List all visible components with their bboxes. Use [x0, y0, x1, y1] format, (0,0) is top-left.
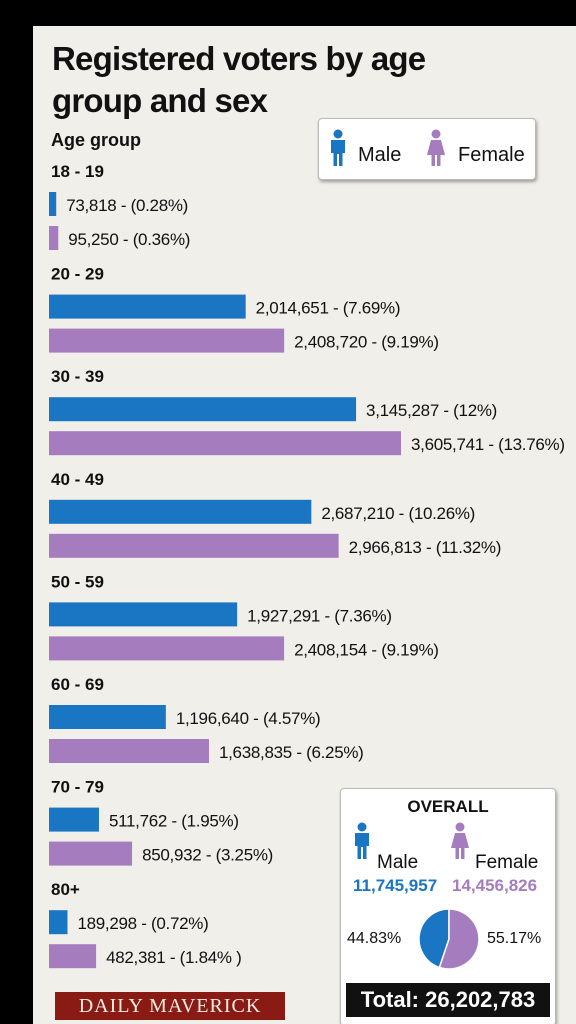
female-bar-value-label: 482,381 - (1.84% )	[106, 948, 241, 967]
male-bar-value-label: 1,927,291 - (7.36%)	[247, 606, 392, 625]
overall-title: OVERALL	[407, 797, 489, 816]
male-bar	[49, 705, 166, 729]
overall-panel: OVERALL Male Female 11,745,957 14,456,82…	[340, 788, 556, 1024]
male-bar	[49, 807, 99, 832]
female-bar-value-label: 2,966,813 - (11.32%)	[349, 538, 501, 557]
female-bar	[49, 533, 339, 558]
pie-female-percent: 55.17%	[487, 930, 542, 947]
age-group-label: 60 - 69	[51, 675, 104, 694]
bar-chart: 18 - 19 73,818 - (0.28%) 95,250 - (0.36%) 2…	[49, 162, 565, 969]
overall-male-total: 11,745,957	[353, 876, 438, 895]
male-bar	[49, 499, 312, 524]
female-bar-value-label: 1,638,835 - (6.25%)	[219, 743, 364, 762]
male-bar-value-label: 2,687,210 - (10.26%)	[321, 504, 475, 523]
male-bar	[49, 192, 57, 216]
overall-pie-chart	[418, 908, 480, 970]
female-bar-value-label: 850,932 - (3.25%)	[142, 846, 273, 865]
male-bar-value-label: 3,145,287 - (12%)	[366, 401, 497, 420]
male-bar	[49, 602, 238, 627]
female-bar-value-label: 95,250 - (0.36%)	[68, 230, 190, 249]
age-group-label: 20 - 29	[51, 265, 104, 284]
male-bar-value-label: 2,014,651 - (7.69%)	[256, 299, 401, 318]
female-bar-value-label: 2,408,154 - (9.19%)	[294, 640, 439, 659]
pie-slice-female	[438, 908, 480, 970]
female-bar	[49, 226, 59, 250]
age-group-axis-title: Age group	[51, 130, 141, 150]
male-bar-value-label: 511,762 - (1.95%)	[109, 812, 239, 831]
overall-female-label: Female	[475, 852, 539, 873]
female-bar	[49, 841, 133, 866]
female-bar	[49, 739, 209, 763]
age-group-label: 50 - 59	[51, 572, 104, 591]
overall-male-icon	[355, 822, 369, 859]
legend-male-label: Male	[358, 144, 402, 166]
age-group-label: 18 - 19	[51, 162, 104, 181]
daily-maverick-logo: DAILY MAVERICK	[55, 992, 285, 1020]
overall-total: Total: 26,202,783	[346, 983, 550, 1017]
age-group-label: 30 - 39	[51, 367, 104, 386]
male-bar	[49, 910, 68, 935]
legend: Male Female	[318, 118, 536, 180]
male-person-icon	[331, 129, 345, 166]
female-bar	[49, 636, 285, 661]
male-bar	[49, 294, 246, 319]
overall-male-label: Male	[377, 852, 419, 873]
age-group-label: 80+	[51, 880, 80, 899]
pie-slice-male	[418, 908, 450, 969]
male-bar-value-label: 73,818 - (0.28%)	[66, 196, 188, 215]
age-group-label: 40 - 49	[51, 470, 104, 489]
infographic-card: Registered voters by age group and sex A…	[33, 26, 576, 1024]
female-bar	[49, 944, 97, 969]
male-bar-value-label: 1,196,640 - (4.57%)	[176, 709, 321, 728]
male-bar	[49, 397, 357, 422]
overall-female-total: 14,456,826	[452, 876, 538, 895]
age-group-label: 70 - 79	[51, 778, 104, 797]
female-bar-value-label: 3,605,741 - (13.76%)	[411, 435, 565, 454]
male-bar-value-label: 189,298 - (0.72%)	[77, 914, 208, 933]
female-bar-value-label: 2,408,720 - (9.19%)	[294, 333, 439, 352]
female-bar	[49, 328, 285, 353]
pie-male-percent: 44.83%	[347, 930, 402, 947]
overall-female-icon	[451, 822, 469, 859]
legend-female-label: Female	[458, 144, 525, 166]
chart-title: Registered voters by age group and sex	[52, 40, 426, 119]
female-person-icon	[427, 129, 445, 166]
female-bar	[49, 431, 401, 456]
